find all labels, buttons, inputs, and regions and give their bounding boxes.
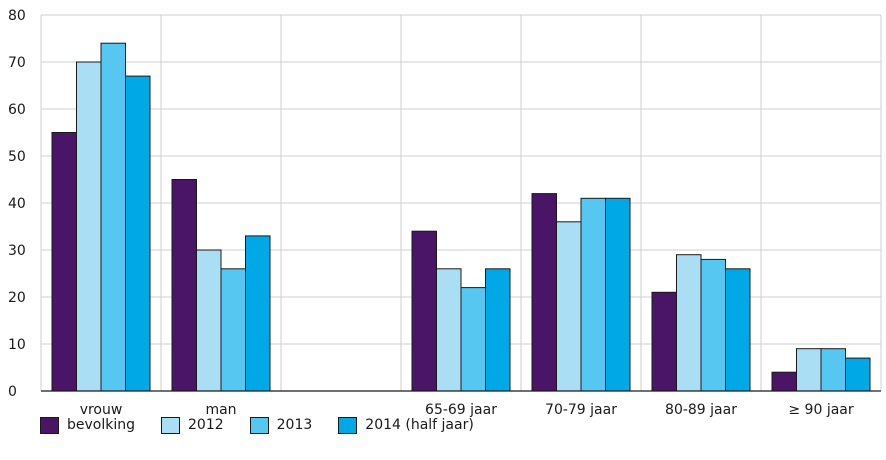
legend-label-2012: 2012	[188, 417, 224, 433]
bar-1-6	[651, 291, 677, 392]
bars	[51, 42, 871, 392]
y-tick-label-30: 30	[8, 243, 26, 259]
legend-item-bevolking: bevolking	[40, 416, 135, 434]
bar-2-7	[796, 348, 822, 392]
legend-label-2014: 2014 (half jaar)	[365, 417, 474, 433]
y-tick-label-40: 40	[8, 196, 26, 212]
legend-swatch-2013	[249, 416, 269, 434]
bar-4-4	[485, 268, 511, 392]
bar-3-1	[100, 42, 126, 392]
x-tick-label-6: 80-89 jaar	[665, 402, 737, 418]
bar-3-6	[700, 258, 726, 392]
bar-4-6	[725, 268, 751, 392]
bar-3-2	[220, 268, 246, 392]
bar-2-5	[556, 221, 582, 392]
bar-1-5	[531, 193, 557, 392]
x-tick-label-2: man	[205, 402, 236, 418]
y-tick-label-0: 0	[8, 384, 17, 400]
bar-1-2	[171, 179, 197, 392]
bar-1-7	[771, 371, 797, 392]
axes: 0 10 20 30 40 50 60 70 80 vrouw man 65-69 jaar 70-79…	[8, 8, 881, 418]
legend-item-2014: 2014 (half jaar)	[338, 416, 474, 434]
bar-2-1	[76, 61, 102, 392]
y-tick-label-20: 20	[8, 290, 26, 306]
legend-item-2012: 2012	[161, 416, 224, 434]
x-tick-label-5: 70-79 jaar	[545, 402, 617, 418]
y-tick-label-80: 80	[8, 8, 26, 24]
bar-3-7	[820, 348, 846, 392]
y-tick-label-70: 70	[8, 55, 26, 71]
y-tick-label-50: 50	[8, 149, 26, 165]
bar-3-5	[580, 197, 606, 392]
bar-4-7	[845, 357, 871, 392]
x-tick-label-4: 65-69 jaar	[425, 402, 497, 418]
legend-label-bevolking: bevolking	[67, 417, 135, 433]
bar-4-1	[125, 75, 151, 392]
legend-item-2013: 2013	[249, 416, 313, 434]
y-tick-label-60: 60	[8, 102, 26, 118]
y-tick-label-10: 10	[8, 337, 26, 353]
x-tick-label-7: ≥ 90 jaar	[788, 402, 853, 418]
legend-label-2013: 2013	[276, 417, 313, 433]
legend-swatch-2014	[338, 416, 358, 434]
legend-swatch-bevolking	[40, 416, 59, 434]
bar-2-2	[196, 249, 222, 392]
legend-swatch-2012	[161, 416, 180, 434]
x-tick-label-1: vrouw	[80, 402, 123, 418]
bar-2-4	[436, 268, 462, 392]
bar-3-4	[460, 287, 486, 392]
bar-4-5	[605, 197, 631, 392]
bar-2-6	[676, 254, 702, 392]
bar-1-1	[51, 132, 77, 392]
bar-4-2	[245, 235, 271, 392]
legend: bevolking 2012 2013 2014 (half jaar)	[40, 410, 474, 440]
bar-1-4	[411, 230, 437, 392]
